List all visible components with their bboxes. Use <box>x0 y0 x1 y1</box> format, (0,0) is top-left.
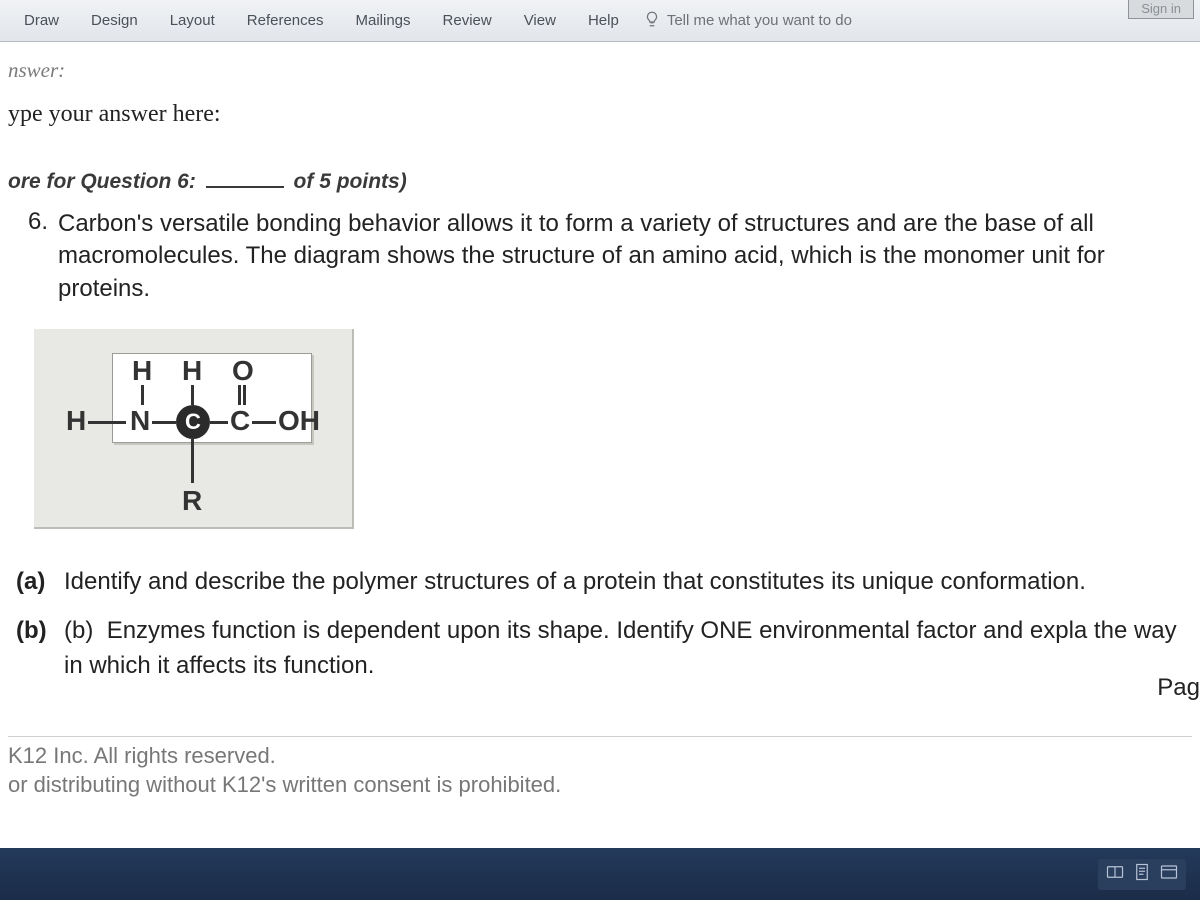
tell-me-label: Tell me what you want to do <box>667 12 852 29</box>
ribbon: Draw Design Layout References Mailings R… <box>0 0 1200 42</box>
score-line: ore for Question 6: of 5 points) <box>8 170 1192 194</box>
bond-h4 <box>252 421 276 424</box>
bond-h3 <box>210 421 228 424</box>
bond-v1 <box>141 385 144 405</box>
atom-R: R <box>182 487 202 515</box>
tab-mailings[interactable]: Mailings <box>339 0 426 41</box>
tab-help[interactable]: Help <box>572 0 635 41</box>
status-bar <box>0 848 1200 900</box>
tell-me-search[interactable]: Tell me what you want to do <box>635 10 852 32</box>
score-blank[interactable] <box>206 186 284 188</box>
amino-acid-diagram: H H O H N C C OH R <box>34 329 354 529</box>
part-b-body: (b) Enzymes function is dependent upon i… <box>64 614 1192 684</box>
part-a-tag: (a) <box>16 565 64 600</box>
part-b-inner-tag: (b) <box>64 617 93 644</box>
part-a-body: Identify and describe the polymer struct… <box>64 565 1192 600</box>
page-label: Pag <box>1157 674 1200 702</box>
atom-O-top: O <box>232 357 254 385</box>
page-area: nswer: ype your answer here: ore for Que… <box>0 42 1200 900</box>
tab-design[interactable]: Design <box>75 0 154 41</box>
tab-review[interactable]: Review <box>427 0 508 41</box>
copyright-line1: K12 Inc. All rights reserved. <box>8 741 1192 771</box>
bond-v2 <box>191 385 194 405</box>
bond-v3 <box>191 439 194 483</box>
part-b-text: Enzymes function is dependent upon its s… <box>64 617 1177 679</box>
bond-double <box>238 385 241 405</box>
text-type-here[interactable]: ype your answer here: <box>8 101 1192 128</box>
web-layout-icon[interactable] <box>1160 864 1178 885</box>
score-prefix: ore for Question 6: <box>8 170 196 193</box>
tab-view[interactable]: View <box>508 0 572 41</box>
tab-draw[interactable]: Draw <box>8 0 75 41</box>
atom-OH: OH <box>278 407 320 435</box>
text-nswer: nswer: <box>8 58 1192 83</box>
bond-h1 <box>88 421 126 424</box>
part-b-tag: (b) <box>16 614 64 684</box>
part-b: (b) (b) Enzymes function is dependent up… <box>16 614 1192 684</box>
sign-in-button[interactable]: Sign in <box>1128 0 1194 19</box>
tab-layout[interactable]: Layout <box>154 0 231 41</box>
bond-h2 <box>152 421 176 424</box>
question-text: Carbon's versatile bonding behavior allo… <box>58 208 1192 305</box>
footer: K12 Inc. All rights reserved. or distrib… <box>8 736 1192 800</box>
atom-C-alpha: C <box>176 405 210 439</box>
atom-H-left: H <box>66 407 86 435</box>
copyright-line2: or distributing without K12's written co… <box>8 770 1192 800</box>
atom-H-top1: H <box>132 357 152 385</box>
print-layout-icon[interactable] <box>1134 863 1150 886</box>
lightbulb-icon <box>643 10 661 32</box>
atom-H-top2: H <box>182 357 202 385</box>
score-suffix: of 5 points) <box>294 170 407 193</box>
question-number: 6. <box>8 208 58 305</box>
atom-N: N <box>130 407 150 435</box>
tab-references[interactable]: References <box>231 0 340 41</box>
document: nswer: ype your answer here: ore for Que… <box>0 42 1200 848</box>
atom-C-carboxyl: C <box>230 407 250 435</box>
part-a: (a) Identify and describe the polymer st… <box>16 565 1192 600</box>
question-6: 6. Carbon's versatile bonding behavior a… <box>8 208 1192 305</box>
read-mode-icon[interactable] <box>1106 864 1124 885</box>
view-mode-cluster[interactable] <box>1098 859 1186 890</box>
